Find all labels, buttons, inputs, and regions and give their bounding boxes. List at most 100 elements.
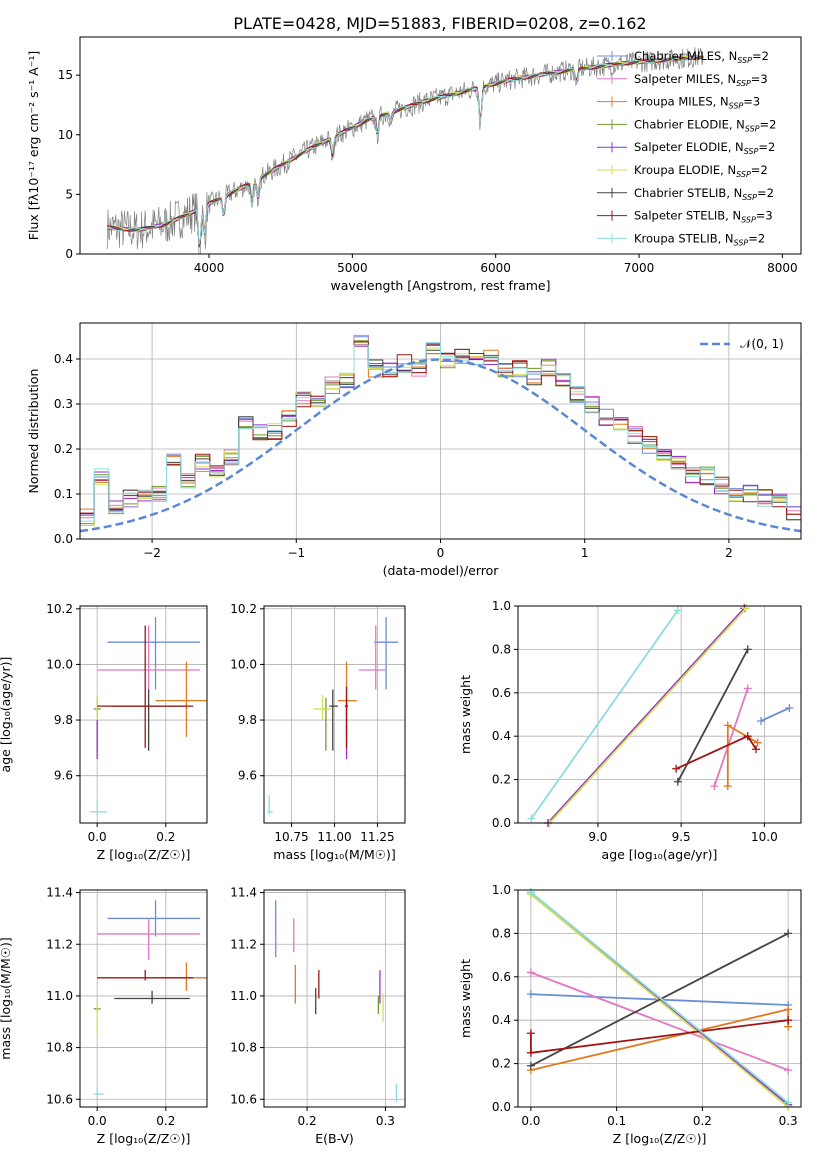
- y-axis-label: mass weight: [458, 959, 473, 1038]
- weight-line-salpeter-elodie: [547, 607, 746, 824]
- weight-marker-salpeter-stelib: [784, 1016, 793, 1025]
- legend-label-salpeter-stelib: Salpeter STELIB, NSSP=3: [634, 209, 773, 225]
- y-tick-label: 0.2: [54, 442, 73, 456]
- weight-marker-salpeter-stelib: [752, 745, 761, 754]
- y-tick-label: 11.2: [230, 937, 257, 951]
- weight-line-kroupa-stelib: [530, 891, 789, 1104]
- y-tick-label: 0.4: [492, 1013, 511, 1027]
- y-tick-label: 9.6: [238, 769, 257, 783]
- y-tick-label: 0.3: [54, 397, 73, 411]
- y-axis-label: Flux [fλ10⁻¹⁷ erg cm⁻² s⁻¹ A⁻¹]: [26, 51, 41, 240]
- plot-frame: [263, 889, 406, 1108]
- x-axis-label: E(B-V): [315, 1131, 354, 1146]
- x-tick-label: 4000: [194, 261, 225, 275]
- weight-marker-chabrier-miles: [785, 703, 794, 712]
- weight-marker-chabrier-stelib: [673, 777, 682, 786]
- x-tick-label: 9.5: [672, 830, 691, 844]
- y-tick-label: 9.8: [54, 713, 73, 727]
- x-tick-label: −2: [143, 546, 161, 560]
- weight-marker-kroupa-stelib: [784, 1098, 793, 1107]
- y-tick-label: 9.8: [238, 713, 257, 727]
- x-tick-label: 0.2: [693, 1114, 712, 1128]
- legend-label-salpeter-elodie: Salpeter ELODIE, NSSP=2: [634, 140, 775, 156]
- model-fit-kroupa-stelib: [107, 55, 704, 245]
- weight-marker-kroupa-stelib: [673, 606, 682, 615]
- plot-background: [518, 606, 801, 823]
- plot-frame: [517, 889, 802, 1108]
- legend-label-kroupa-elodie: Kroupa ELODIE, NSSP=2: [634, 163, 768, 179]
- weight-marker-kroupa-miles: [723, 721, 732, 730]
- x-axis-label: Z [log₁₀(Z/Z☉)]: [97, 847, 191, 862]
- x-tick-label: 5000: [337, 261, 368, 275]
- weight-marker-salpeter-miles: [526, 968, 535, 977]
- y-tick-label: 10.6: [46, 1092, 73, 1106]
- y-tick-label: 0.0: [54, 532, 73, 546]
- x-tick-label: 0.0: [88, 830, 107, 844]
- x-tick-label: 6000: [480, 261, 511, 275]
- plot-frame: [263, 605, 406, 824]
- y-tick-label: 10.6: [230, 1092, 257, 1106]
- plot-frame: [79, 889, 208, 1108]
- x-axis-label: (data-model)/error: [383, 563, 500, 578]
- x-tick-label: 0.1: [607, 1114, 626, 1128]
- weight-marker-salpeter-miles: [784, 1066, 793, 1075]
- chart-spectrum: 4000 5000 6000 7000 8000 0 5 10 15 wavelength [An…: [26, 36, 802, 293]
- weight-line-chabrier-miles: [760, 707, 790, 722]
- y-tick-label: 0.8: [492, 642, 511, 656]
- y-axis-label: Normed distribution: [26, 369, 41, 494]
- x-axis-label: age [log₁₀(age/yr)]: [602, 847, 718, 862]
- weight-marker-salpeter-miles: [710, 782, 719, 791]
- x-axis-label: Z [log₁₀(Z/Z☉)]: [97, 1131, 191, 1146]
- y-tick-label: 10.0: [46, 657, 73, 671]
- x-tick-label: 8000: [767, 261, 798, 275]
- weight-marker-chabrier-miles: [757, 717, 766, 726]
- chart-age-vs-Z: 0.0 0.2 9.6 9.8 10.0 10.2 Z [log₁₀(Z/Z☉)] age […: [0, 602, 208, 862]
- x-tick-label: 10.75: [274, 830, 308, 844]
- y-tick-label: 10: [58, 128, 73, 142]
- weight-marker-salpeter-stelib: [672, 764, 681, 773]
- x-tick-label: 10.0: [751, 830, 778, 844]
- plot-frame: [517, 605, 802, 824]
- weight-line-chabrier-stelib: [530, 932, 789, 1067]
- legend-label-chabrier-stelib: Chabrier STELIB, NSSP=2: [634, 186, 774, 202]
- x-tick-label: 0.3: [779, 1114, 798, 1128]
- histogram-kroupa-stelib: [80, 342, 801, 522]
- chart-mass-vs-ebv: 0.2 0.3 10.6 10.8 11.0 11.2 11.4 E(B-V): [230, 886, 406, 1146]
- weight-marker-kroupa-miles: [723, 782, 732, 791]
- y-tick-label: 0.2: [492, 773, 511, 787]
- figure-title: PLATE=0428, MJD=51883, FIBERID=0208, z=0…: [233, 14, 646, 33]
- y-tick-label: 10.2: [46, 602, 73, 616]
- x-tick-label: 0.2: [298, 1114, 317, 1128]
- weight-line-kroupa-elodie: [548, 607, 747, 824]
- x-tick-label: −1: [287, 546, 305, 560]
- chart-mass-vs-Z: 0.0 0.2 10.6 10.8 11.0 11.2 11.4 Z [log₁₀(Z/Z☉)…: [0, 886, 208, 1146]
- legend-label-chabrier-miles: Chabrier MILES, NSSP=2: [634, 49, 769, 65]
- weight-line-salpeter-miles: [713, 688, 749, 787]
- weight-line-kroupa-stelib: [530, 609, 679, 820]
- plot-background: [80, 37, 801, 254]
- weight-line-kroupa-elodie: [530, 893, 789, 1108]
- legend-label-chabrier-elodie: Chabrier ELODIE, NSSP=2: [634, 117, 776, 133]
- plot-frame: [79, 36, 802, 255]
- histogram-kroupa-elodie: [80, 344, 801, 526]
- weight-marker-kroupa-miles: [753, 738, 762, 747]
- x-tick-label: 0.0: [521, 1114, 540, 1128]
- y-tick-label: 5: [65, 187, 73, 201]
- normal-reference-curve: [79, 358, 802, 533]
- x-axis-label: Z [log₁₀(Z/Z☉)]: [613, 1131, 707, 1146]
- weight-marker-chabrier-stelib: [526, 1061, 535, 1070]
- x-tick-label: 11.00: [317, 830, 351, 844]
- y-tick-label: 1.0: [492, 883, 511, 897]
- chart-age-vs-mass: 10.75 11.00 11.25 9.6 9.8 10.0 10.2 mass [log₁₀…: [230, 602, 406, 862]
- plot-background: [80, 606, 207, 823]
- y-tick-label: 0.4: [54, 352, 73, 366]
- weight-marker-chabrier-miles: [526, 990, 535, 999]
- x-axis-label: wavelength [Angstrom, rest frame]: [330, 278, 550, 293]
- y-tick-label: 0.4: [492, 729, 511, 743]
- y-tick-label: 15: [58, 68, 73, 82]
- y-tick-label: 11.0: [230, 989, 257, 1003]
- y-tick-label: 0.6: [492, 686, 511, 700]
- x-tick-label: 7000: [624, 261, 655, 275]
- x-axis-label: mass [log₁₀(M/M☉)]: [273, 847, 395, 862]
